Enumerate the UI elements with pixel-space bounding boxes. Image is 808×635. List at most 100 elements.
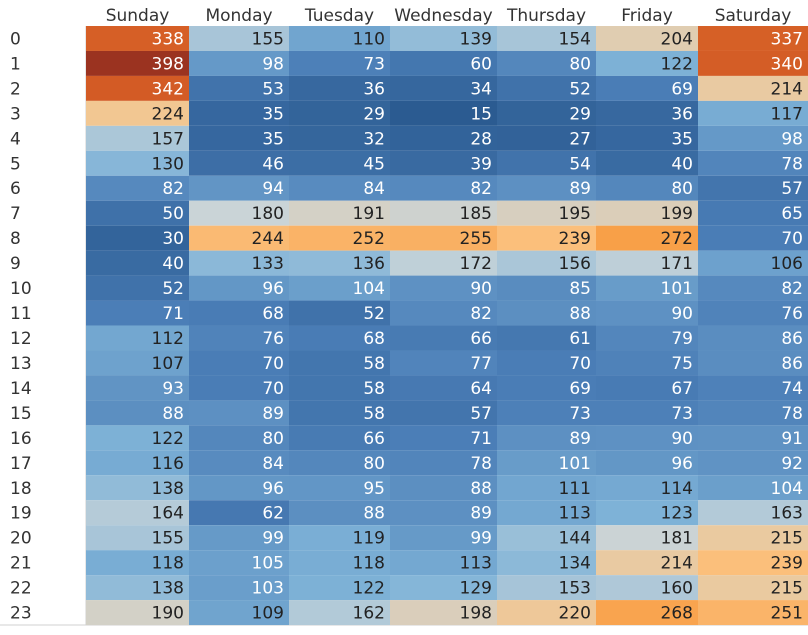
cell-value-label: 52 (162, 279, 184, 299)
cell-value-label: 80 (363, 454, 385, 474)
cell-value-label: 109 (252, 604, 284, 624)
heatmap-cell (86, 125, 189, 151)
cell-value-label: 119 (353, 529, 385, 549)
cell-value-label: 86 (781, 354, 803, 374)
heatmap-cell (189, 300, 289, 326)
heatmap-cell (289, 26, 390, 51)
cell-value-label: 123 (661, 504, 693, 524)
cell-value-label: 40 (162, 254, 184, 274)
cell-value-label: 272 (661, 229, 693, 249)
cell-value-label: 107 (152, 354, 184, 374)
cell-value-label: 136 (353, 254, 385, 274)
cell-value-label: 112 (152, 329, 184, 349)
heatmap-cell (289, 350, 390, 376)
heatmap-cell (189, 350, 289, 376)
heatmap-cell (86, 250, 189, 276)
heatmap-cell (596, 475, 698, 501)
heatmap-cell (189, 26, 289, 51)
cell-value-label: 89 (569, 429, 591, 449)
cell-value-label: 106 (771, 254, 803, 274)
cell-value-label: 46 (262, 154, 284, 174)
heatmap-cell (596, 500, 698, 526)
cell-value-label: 73 (671, 404, 693, 424)
cell-value-label: 69 (671, 79, 693, 99)
row-label-18: 18 (10, 479, 32, 499)
heatmap-cell (497, 575, 596, 601)
heatmap-cell (289, 475, 390, 501)
heatmap-cell (497, 250, 596, 276)
heatmap-cell (497, 325, 596, 351)
cell-value-label: 88 (470, 479, 492, 499)
row-label-7: 7 (10, 204, 21, 224)
row-label-2: 2 (10, 79, 21, 99)
cell-value-label: 180 (252, 204, 284, 224)
heatmap-cell (596, 175, 698, 201)
row-label-10: 10 (10, 279, 32, 299)
heatmap-cell (698, 100, 808, 126)
cell-value-label: 70 (262, 379, 284, 399)
cell-value-label: 86 (781, 329, 803, 349)
column-label-saturday: Saturday (715, 6, 792, 26)
heatmap-cell (698, 275, 808, 301)
cell-value-label: 76 (262, 329, 284, 349)
heatmap-cell (189, 400, 289, 426)
heatmap-cell (189, 425, 289, 451)
heatmap-cell (189, 250, 289, 276)
heatmap-cell (390, 125, 497, 151)
cell-value-label: 154 (559, 29, 591, 49)
cell-value-label: 99 (262, 529, 284, 549)
cell-value-label: 96 (671, 454, 693, 474)
heatmap-cell (189, 450, 289, 476)
heatmap-cell (390, 300, 497, 326)
cell-value-label: 30 (162, 229, 184, 249)
cell-value-label: 76 (781, 304, 803, 324)
cell-value-label: 239 (559, 229, 591, 249)
heatmap-cell (390, 450, 497, 476)
cell-value-label: 118 (152, 554, 184, 574)
heatmap-cell (497, 275, 596, 301)
cell-value-label: 134 (559, 554, 591, 574)
heatmap-cell (86, 50, 189, 76)
cell-value-label: 244 (252, 229, 284, 249)
cell-value-label: 70 (781, 229, 803, 249)
heatmap-cell (289, 425, 390, 451)
heatmap-cell (596, 600, 698, 626)
heatmap-cell (390, 225, 497, 251)
column-label-sunday: Sunday (106, 6, 170, 26)
cell-value-label: 88 (162, 404, 184, 424)
cell-value-label: 80 (671, 179, 693, 199)
heatmap-cell (390, 325, 497, 351)
cell-value-label: 82 (470, 304, 492, 324)
heatmap-cell (497, 375, 596, 401)
cell-value-label: 398 (152, 54, 184, 74)
row-label-6: 6 (10, 179, 21, 199)
heatmap-cell (86, 75, 189, 101)
heatmap-cell (390, 475, 497, 501)
heatmap-cell (596, 300, 698, 326)
cell-value-label: 214 (771, 79, 803, 99)
column-label-wednesday: Wednesday (394, 6, 492, 26)
cell-value-label: 75 (671, 354, 693, 374)
cell-value-label: 122 (152, 429, 184, 449)
cell-value-label: 66 (363, 429, 385, 449)
row-label-23: 23 (10, 604, 32, 624)
cell-value-label: 191 (353, 204, 385, 224)
row-label-15: 15 (10, 404, 32, 424)
heatmap-cell (390, 375, 497, 401)
heatmap-cell (289, 100, 390, 126)
cell-value-label: 35 (262, 104, 284, 124)
heatmap-cell (289, 450, 390, 476)
cell-value-label: 96 (262, 279, 284, 299)
cell-value-label: 50 (162, 204, 184, 224)
heatmap-cell (189, 200, 289, 226)
heatmap-cell (390, 175, 497, 201)
heatmap-cell (189, 100, 289, 126)
cell-value-label: 68 (262, 304, 284, 324)
heatmap-cell (289, 150, 390, 176)
cell-value-label: 85 (569, 279, 591, 299)
cell-value-label: 255 (460, 229, 492, 249)
cell-value-label: 122 (661, 54, 693, 74)
heatmap-cell (497, 50, 596, 76)
cell-value-label: 78 (781, 154, 803, 174)
cell-value-label: 78 (470, 454, 492, 474)
